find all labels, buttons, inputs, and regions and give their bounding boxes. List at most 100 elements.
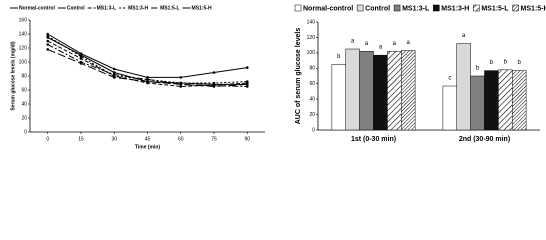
x-tick-label: 0	[46, 136, 49, 142]
x-axis-label: Time (min)	[135, 144, 161, 150]
y-tick-label: 40	[309, 96, 315, 102]
bar	[401, 50, 416, 131]
significance-letter: b	[490, 60, 494, 66]
legend-label: Normal-control	[19, 5, 55, 11]
y-tick-label: 60	[309, 81, 315, 87]
y-tick-label: 20	[309, 112, 315, 118]
y-tick-label: 120	[19, 45, 28, 51]
legend-label: MS1:3-H	[128, 5, 148, 11]
legend-swatch	[433, 4, 440, 12]
significance-letter: a	[407, 40, 411, 46]
y-tick-label: 140	[19, 31, 28, 37]
y-tick-label: 80	[21, 73, 27, 79]
point	[46, 39, 50, 43]
point	[179, 85, 183, 88]
point	[212, 85, 216, 88]
point	[79, 52, 83, 55]
significance-letter: a	[365, 41, 369, 47]
bar	[512, 70, 527, 131]
bar	[387, 51, 402, 131]
point	[179, 83, 183, 86]
point	[46, 43, 50, 46]
y-axis-label: Serum glucose levels (mg/dl)	[10, 41, 16, 111]
bar	[359, 51, 374, 131]
significance-letter: a	[351, 39, 355, 45]
point	[146, 78, 149, 81]
point	[46, 48, 50, 51]
legend-swatch	[473, 4, 480, 12]
significance-letter: b	[518, 60, 522, 66]
figure: 0 20 40 60 80 100 120 140 160 Serum glucose level…	[10, 4, 546, 150]
legend-label: MS1:3-L	[97, 5, 116, 11]
bar	[373, 54, 388, 131]
x-tick-label: 1st (0-30 min)	[351, 136, 396, 143]
point	[245, 66, 249, 69]
y-tick-label: 100	[19, 59, 28, 65]
point	[112, 71, 116, 74]
point	[112, 73, 116, 76]
legend-label: Normal-control	[303, 5, 353, 12]
bar	[498, 69, 513, 131]
y-tick-label: 100	[307, 50, 316, 56]
bar	[442, 85, 457, 131]
y-tick-label: 0	[24, 129, 27, 135]
legend-label: MS1:5-L	[160, 5, 179, 11]
y-tick-label: 40	[21, 101, 27, 107]
y-tick-label: 120	[307, 35, 316, 41]
x-tick-label: 30	[111, 136, 117, 142]
significance-letter: a	[462, 33, 466, 39]
x-tick-label: 75	[211, 136, 217, 142]
x-tick-label: 15	[78, 136, 84, 142]
y-tick-label: 0	[312, 127, 315, 133]
x-tick-label: 90	[244, 136, 250, 142]
legend-swatch	[294, 4, 302, 12]
x-tick-label: 60	[178, 136, 184, 142]
legend-label: Control	[365, 5, 390, 12]
point	[79, 55, 83, 58]
point	[146, 76, 149, 79]
significance-letter: a	[393, 41, 397, 47]
series-line	[47, 33, 248, 78]
y-tick-label: 20	[21, 115, 27, 121]
bar	[345, 48, 360, 131]
legend-swatch	[512, 4, 519, 12]
x-tick-label: 2nd (30-90 min)	[459, 136, 510, 143]
legend-label: MS1:3-L	[402, 5, 430, 12]
point	[79, 57, 83, 60]
point	[245, 80, 249, 83]
series-line	[47, 35, 248, 84]
point	[46, 34, 50, 38]
significance-letter: c	[448, 76, 451, 82]
bar	[331, 64, 346, 131]
y-axis-label: AUC of serum glucose levels	[295, 28, 302, 125]
legend-label: MS1:5-H	[521, 5, 546, 12]
significance-letter: b	[504, 59, 508, 65]
y-tick-label: 140	[307, 19, 316, 25]
point	[212, 81, 216, 85]
point	[79, 62, 83, 65]
point	[245, 85, 249, 88]
significance-letter: b	[476, 66, 480, 72]
legend-label: MS1:5-L	[481, 5, 509, 12]
point	[212, 71, 216, 74]
point	[112, 67, 116, 71]
y-tick-label: 160	[19, 17, 28, 23]
y-tick-label: 80	[309, 66, 315, 72]
point	[245, 83, 249, 86]
significance-letter: a	[379, 45, 383, 51]
point	[179, 76, 183, 79]
legend-label: MS1:5-H	[192, 5, 212, 11]
legend-swatch	[393, 4, 401, 12]
bar	[456, 43, 471, 131]
bar	[470, 75, 485, 131]
legend-swatch	[356, 4, 364, 12]
point	[146, 80, 149, 83]
point	[112, 76, 116, 79]
significance-letter: b	[337, 54, 341, 60]
y-tick-label: 60	[21, 87, 27, 93]
legend-label: MS1:3-H	[441, 5, 469, 12]
bar	[484, 70, 499, 131]
x-tick-label: 45	[145, 136, 151, 142]
legend-label: Control	[67, 5, 85, 11]
point	[46, 32, 50, 36]
